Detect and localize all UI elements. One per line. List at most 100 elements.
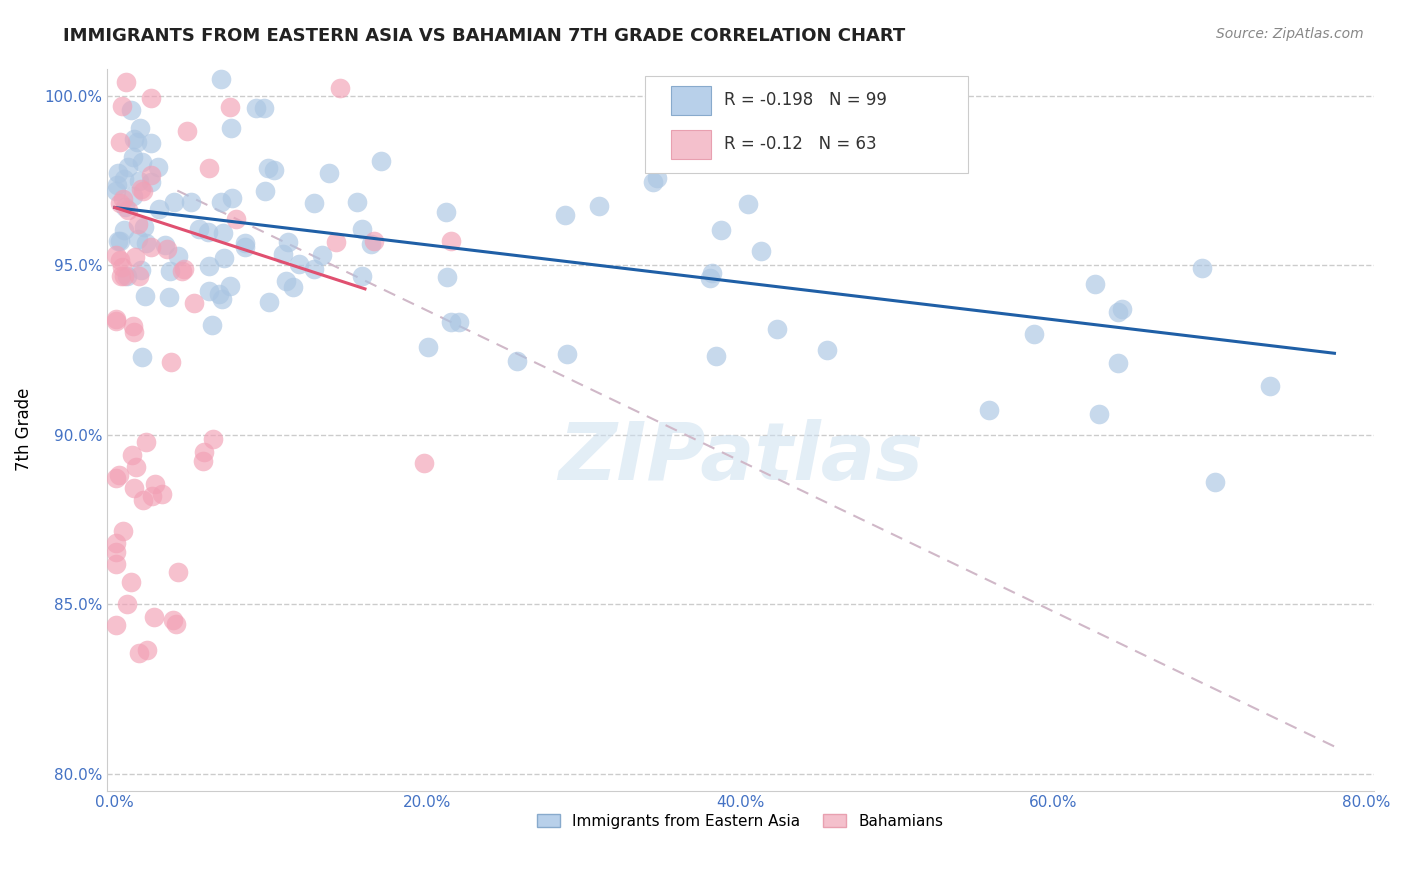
Point <box>225 211 247 226</box>
Point <box>766 321 789 335</box>
Point <box>127 136 149 150</box>
Point <box>148 202 170 216</box>
Point <box>112 223 135 237</box>
Text: IMMIGRANTS FROM EASTERN ASIA VS BAHAMIAN 7TH GRADE CORRELATION CHART: IMMIGRANTS FROM EASTERN ASIA VS BAHAMIAN… <box>63 27 905 45</box>
Point <box>253 101 276 115</box>
Point <box>749 244 772 258</box>
Point <box>127 217 149 231</box>
Point <box>172 263 194 277</box>
Point <box>135 235 157 250</box>
Point <box>219 120 242 135</box>
Point <box>318 165 340 179</box>
Point <box>506 354 529 368</box>
Point <box>115 75 138 89</box>
Point <box>311 248 333 262</box>
Point <box>274 274 297 288</box>
Point <box>159 264 181 278</box>
Point <box>141 489 163 503</box>
Point <box>212 251 235 265</box>
Point <box>108 253 131 268</box>
Point <box>132 220 155 235</box>
Point <box>173 262 195 277</box>
Point <box>436 270 458 285</box>
Point <box>129 182 152 196</box>
Point <box>111 524 134 539</box>
Point <box>132 184 155 198</box>
Point <box>208 287 231 301</box>
Point <box>131 155 153 169</box>
Point <box>104 545 127 559</box>
Point <box>737 197 759 211</box>
Point <box>218 279 240 293</box>
Point <box>233 240 256 254</box>
Point <box>370 153 392 168</box>
FancyBboxPatch shape <box>671 130 711 159</box>
Point <box>124 250 146 264</box>
Point <box>146 160 169 174</box>
Point <box>1191 260 1213 275</box>
Point <box>107 166 129 180</box>
Point <box>554 208 576 222</box>
Point <box>105 535 128 549</box>
Point <box>197 225 219 239</box>
Point <box>139 136 162 150</box>
Text: ZIPatlas: ZIPatlas <box>558 419 922 498</box>
Point <box>197 284 219 298</box>
Point <box>104 314 127 328</box>
Point <box>588 199 610 213</box>
Point <box>108 195 131 210</box>
Point <box>180 194 202 209</box>
Point <box>136 643 159 657</box>
Point <box>122 189 145 203</box>
Point <box>191 454 214 468</box>
Point <box>233 235 256 250</box>
Point <box>193 445 215 459</box>
FancyBboxPatch shape <box>671 86 711 115</box>
Point <box>159 355 181 369</box>
Point <box>200 318 222 332</box>
Point <box>141 91 163 105</box>
Point <box>117 202 139 217</box>
Point <box>325 235 347 249</box>
Point <box>360 236 382 251</box>
Point <box>350 222 373 236</box>
Point <box>259 295 281 310</box>
Point <box>977 402 1000 417</box>
Point <box>704 350 727 364</box>
Point <box>257 161 280 175</box>
Point <box>183 296 205 310</box>
Point <box>114 200 136 214</box>
Point <box>122 132 145 146</box>
Point <box>1084 277 1107 291</box>
Point <box>188 221 211 235</box>
Point <box>702 266 724 280</box>
Point <box>111 260 134 274</box>
Point <box>302 261 325 276</box>
Point <box>253 185 276 199</box>
Point <box>1111 301 1133 316</box>
Point <box>555 347 578 361</box>
Point <box>815 343 838 358</box>
Point <box>281 280 304 294</box>
Point <box>413 457 436 471</box>
Point <box>128 646 150 660</box>
Point <box>107 178 129 192</box>
Point <box>139 176 162 190</box>
Point <box>105 184 128 198</box>
Point <box>167 565 190 579</box>
Point <box>1107 304 1129 318</box>
Point <box>120 574 142 589</box>
Point <box>156 242 179 256</box>
Point <box>209 195 232 210</box>
Point <box>128 174 150 188</box>
Point <box>128 268 150 283</box>
Point <box>440 315 463 329</box>
Point <box>197 259 219 273</box>
Point <box>104 247 127 261</box>
Point <box>363 234 385 248</box>
Point <box>1022 327 1045 342</box>
Point <box>117 160 139 174</box>
Point <box>122 325 145 339</box>
Point <box>645 171 668 186</box>
Point <box>115 597 138 611</box>
